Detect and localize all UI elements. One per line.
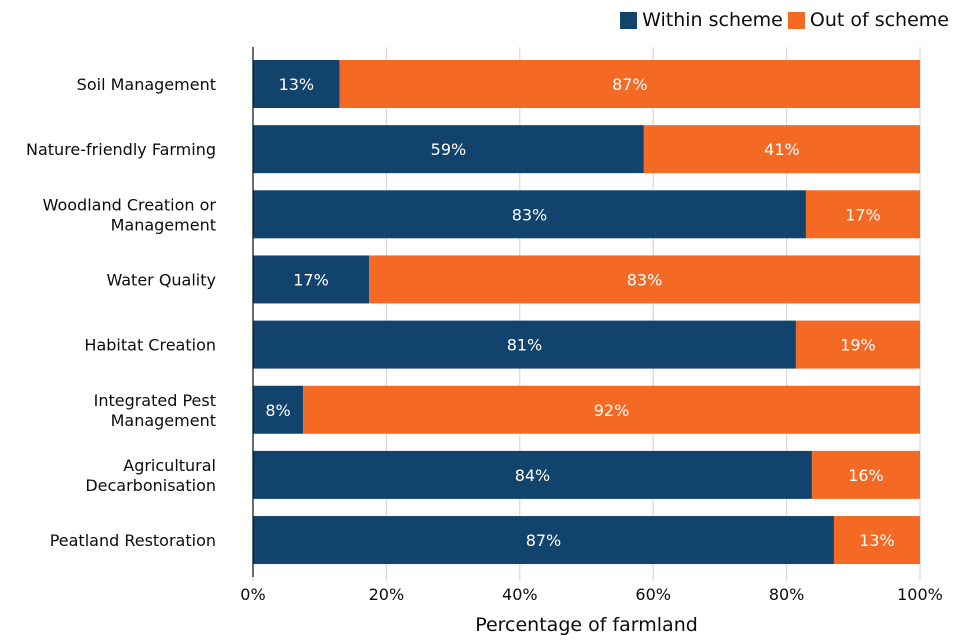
- data-label-within-scheme-peatland-restoration: 87%: [526, 531, 562, 550]
- bar-within-scheme-soil-management: [253, 60, 340, 108]
- data-label-within-scheme-agricultural-decarbonisation: 84%: [515, 466, 551, 485]
- bar-within-scheme-integrated-pest-management: [253, 385, 304, 434]
- x-tick-label-80: 80%: [769, 585, 805, 604]
- x-tick-label-0: 0%: [240, 585, 265, 604]
- data-label-out-of-scheme-woodland-creation-or-management: 17%: [845, 205, 881, 224]
- chart-legend: Within scheme Out of scheme: [615, 9, 949, 31]
- data-label-out-of-scheme-soil-management: 87%: [612, 75, 648, 94]
- bar-within-scheme-water-quality: [253, 255, 370, 304]
- x-axis-title: Percentage of farmland: [475, 614, 698, 636]
- x-tick-label-100: 100%: [897, 585, 943, 604]
- x-tick-label-40: 40%: [502, 585, 538, 604]
- bar-out-of-scheme-habitat-creation: [795, 320, 920, 369]
- category-label-nature-friendly-farming: Nature-friendly Farming: [26, 140, 216, 159]
- bar-out-of-scheme-agricultural-decarbonisation: [811, 450, 920, 499]
- bar-within-scheme-woodland-creation-or-management: [253, 190, 806, 239]
- bar-within-scheme-agricultural-decarbonisation: [253, 450, 812, 499]
- bar-within-scheme-nature-friendly-farming: [253, 125, 644, 174]
- data-label-within-scheme-woodland-creation-or-management: 83%: [512, 205, 548, 224]
- bar-within-scheme-habitat-creation: [253, 320, 796, 369]
- data-label-out-of-scheme-peatland-restoration: 13%: [859, 531, 895, 550]
- data-label-out-of-scheme-habitat-creation: 19%: [840, 336, 876, 355]
- data-label-out-of-scheme-agricultural-decarbonisation: 16%: [848, 466, 884, 485]
- data-label-within-scheme-habitat-creation: 81%: [507, 336, 543, 355]
- bar-out-of-scheme-integrated-pest-management: [303, 385, 920, 434]
- bar-out-of-scheme-woodland-creation-or-management: [805, 190, 920, 239]
- x-tick-label-60: 60%: [635, 585, 671, 604]
- x-tick-labels: 0% 20% 40% 60% 80% 100%: [240, 585, 943, 604]
- legend-item-out-of-scheme: Out of scheme: [787, 9, 949, 31]
- data-label-within-scheme-water-quality: 17%: [293, 270, 329, 289]
- data-label-out-of-scheme-nature-friendly-farming: 41%: [764, 140, 800, 159]
- category-label-woodland-creation-or-management: Woodland Creation or Management: [43, 195, 217, 234]
- data-label-out-of-scheme-integrated-pest-management: 92%: [594, 401, 630, 420]
- x-tick-label-20: 20%: [369, 585, 405, 604]
- category-label-peatland-restoration: Peatland Restoration: [50, 531, 216, 550]
- data-label-out-of-scheme-water-quality: 83%: [627, 270, 663, 289]
- legend-label-within-scheme: Within scheme: [642, 9, 783, 31]
- bar-out-of-scheme-peatland-restoration: [833, 516, 920, 565]
- category-labels: Soil Management Nature-friendly Farming Wo…: [26, 75, 216, 550]
- bar-within-scheme-peatland-restoration: [253, 516, 834, 565]
- bar-out-of-scheme-nature-friendly-farming: [643, 125, 920, 174]
- category-label-agricultural-decarbonisation: Agricultural Decarbonisation: [85, 456, 216, 495]
- data-label-within-scheme-nature-friendly-farming: 59%: [431, 140, 467, 159]
- legend-label-out-of-scheme: Out of scheme: [809, 9, 949, 31]
- category-label-habitat-creation: Habitat Creation: [84, 336, 216, 355]
- legend-swatch-out-of-scheme: [787, 11, 805, 29]
- data-label-within-scheme-soil-management: 13%: [279, 75, 315, 94]
- legend-swatch-within-scheme: [620, 11, 638, 29]
- category-label-integrated-pest-management: Integrated Pest Management: [94, 391, 216, 430]
- legend-item-within-scheme: Within scheme: [620, 9, 783, 31]
- bars: 13% 87% 59% 41% 83% 17% 17% 83% 81% 19% 8% 92% 84% 16…: [253, 60, 921, 565]
- bar-out-of-scheme-water-quality: [369, 255, 921, 304]
- bar-out-of-scheme-soil-management: [339, 60, 921, 108]
- data-label-within-scheme-integrated-pest-management: 8%: [265, 401, 290, 420]
- category-label-soil-management: Soil Management: [77, 75, 216, 94]
- category-label-water-quality: Water Quality: [106, 270, 216, 289]
